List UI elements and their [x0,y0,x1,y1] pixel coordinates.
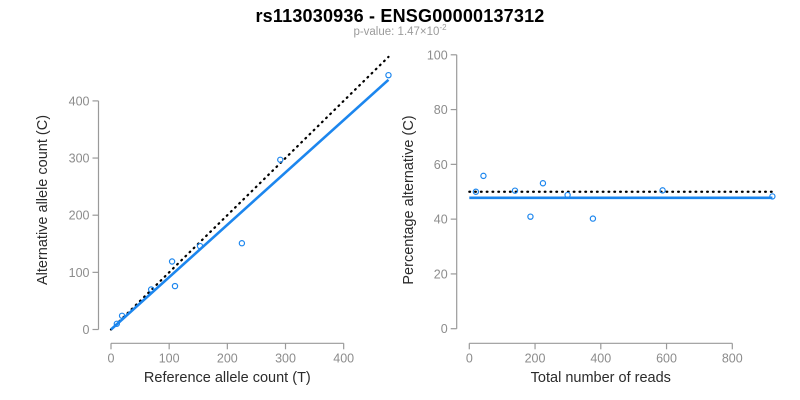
y-tick-label: 100 [69,266,90,280]
data-point [527,213,534,220]
x-tick-label: 200 [525,351,546,365]
y-tick-label: 100 [427,48,448,62]
x-tick-label: 100 [159,351,180,365]
y-tick-label: 200 [69,209,90,223]
data-point [196,242,204,250]
x-axis-title: Total number of reads [531,370,671,386]
y-axis-title: Percentage alternative (C) [401,115,417,284]
y-tick-label: 300 [69,152,90,166]
data-point [277,156,284,163]
x-tick-label: 0 [466,351,473,365]
data-point [564,191,571,199]
y-tick-label: 0 [83,323,90,337]
y-tick-label: 40 [434,213,448,227]
y-tick-label: 80 [434,103,448,117]
data-point [171,282,179,290]
data-point [385,71,392,79]
x-tick-label: 600 [656,351,677,365]
data-point [472,188,480,195]
data-point [238,240,246,247]
pvalue-text: p-value: 1.47×10 [353,26,440,38]
data-point [118,312,126,319]
data-point [147,286,155,293]
data-point [539,180,547,187]
data-point [480,172,487,180]
data-point [511,187,519,194]
figure-title: rs113030936 - ENSG00000137312 [255,6,545,26]
x-tick-label: 400 [590,351,611,365]
identity-line [109,55,390,331]
data-point [589,215,597,222]
y-tick-label: 0 [441,322,448,336]
data-point [168,258,176,265]
pvalue-exponent: -2 [439,23,447,33]
y-axis-title: Alternative allele count (C) [35,115,51,285]
x-tick-label: 800 [722,351,743,365]
y-tick-label: 20 [434,267,448,281]
y-tick-label: 400 [69,94,90,108]
fit-line [110,78,390,331]
data-point [659,187,666,194]
x-tick-label: 0 [108,351,115,365]
x-tick-label: 200 [217,351,238,365]
x-tick-label: 400 [333,351,354,365]
x-axis-title: Reference allele count (T) [144,370,311,386]
figure-subtitle: p-value: 1.47×10-2 [0,23,800,38]
y-tick-label: 60 [434,158,448,172]
data-point [769,193,776,200]
x-tick-label: 300 [275,351,296,365]
data-point [113,320,121,327]
